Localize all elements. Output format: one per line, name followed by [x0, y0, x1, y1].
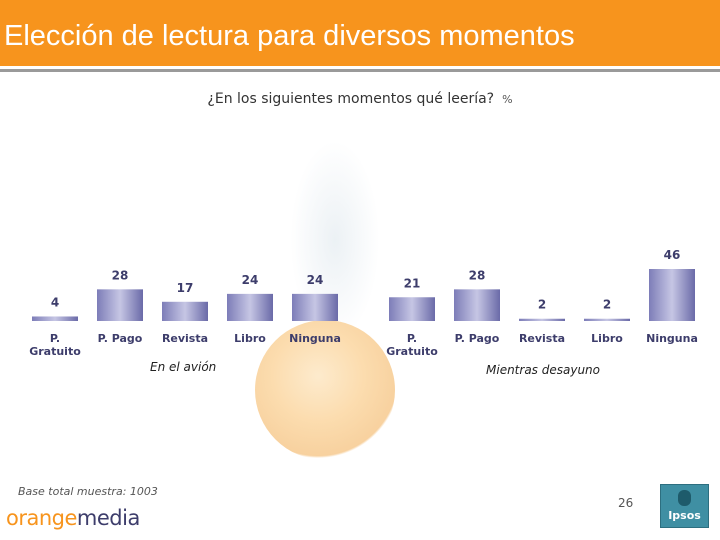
base-note: Base total muestra: 1003 — [18, 485, 158, 498]
bar-1-0 — [389, 297, 435, 321]
unit-label: % — [502, 93, 513, 106]
value-label-0-4: 24 — [307, 273, 324, 287]
bar-1-1 — [454, 289, 500, 321]
category-label-0-2: Revista — [162, 332, 208, 345]
category-label-0-4: Ninguna — [289, 332, 341, 345]
ipsos-label: Ipsos — [668, 509, 701, 522]
category-label-0-3: Libro — [234, 332, 266, 345]
bar-0-1 — [97, 289, 143, 321]
category-label-0-0: P. Gratuito — [29, 332, 81, 358]
bar-0-4 — [292, 293, 338, 321]
header-divider — [0, 69, 720, 72]
value-label-1-3: 2 — [603, 298, 611, 312]
value-label-1-0: 21 — [404, 276, 421, 290]
bar-1-3 — [584, 318, 630, 321]
background-fruit-image — [255, 320, 395, 460]
value-label-0-3: 24 — [242, 273, 259, 287]
chart-question: ¿En los siguientes momentos qué leería?% — [0, 91, 720, 107]
bar-0-2 — [162, 301, 208, 321]
category-label-1-0: P. Gratuito — [386, 332, 438, 358]
category-label-1-3: Libro — [591, 332, 623, 345]
bar-0-0 — [32, 316, 78, 321]
header-bar: Elección de lectura para diversos moment… — [0, 0, 720, 66]
bar-1-2 — [519, 318, 565, 321]
question-text: ¿En los siguientes momentos qué leería? — [207, 91, 495, 107]
page-number: 26 — [618, 496, 634, 510]
ipsos-logo: Ipsos — [660, 484, 709, 528]
value-label-0-2: 17 — [177, 281, 194, 295]
group-label-desayuno: Mientras desayuno — [486, 363, 600, 377]
value-label-0-0: 4 — [51, 295, 59, 309]
group-label-avion: En el avión — [150, 360, 217, 374]
brand-part2: media — [76, 506, 140, 530]
category-label-1-2: Revista — [519, 332, 565, 345]
bar-1-4 — [649, 269, 695, 321]
value-label-1-1: 28 — [469, 268, 486, 282]
brand-part1: orange — [6, 506, 77, 530]
value-label-0-1: 28 — [112, 268, 129, 282]
category-label-1-4: Ninguna — [646, 332, 698, 345]
bar-0-3 — [227, 293, 273, 321]
category-label-0-1: P. Pago — [98, 332, 143, 345]
value-label-1-2: 2 — [538, 298, 546, 312]
orangemedia-logo: orangemedia — [6, 506, 140, 530]
category-label-1-1: P. Pago — [455, 332, 500, 345]
ipsos-mark-icon — [678, 490, 691, 506]
page-title: Elección de lectura para diversos moment… — [4, 20, 575, 52]
value-label-1-4: 46 — [664, 248, 681, 262]
